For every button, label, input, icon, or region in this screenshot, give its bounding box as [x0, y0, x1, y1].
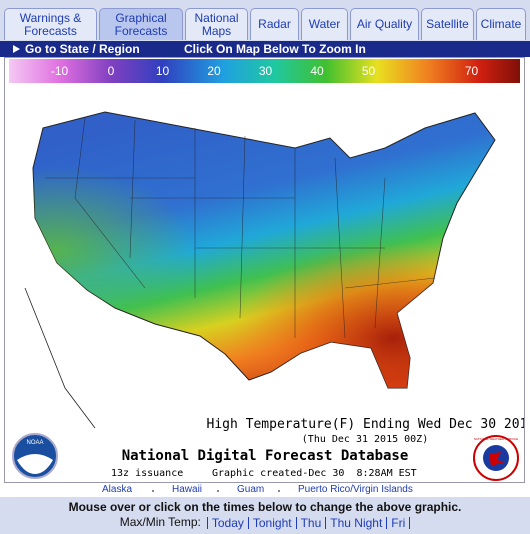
time-link[interactable]: Thu Night [326, 517, 388, 529]
issuance: 13z issuance [111, 468, 183, 479]
tab[interactable]: Warnings & Forecasts [4, 8, 97, 40]
database-name: National Digital Forecast Database [122, 448, 409, 464]
tab[interactable]: Satellite [421, 8, 474, 40]
region-link[interactable]: Hawaii [172, 484, 203, 495]
arrow-icon [13, 45, 20, 53]
region-link[interactable]: Guam [237, 484, 265, 495]
scale-label: 70 [465, 64, 479, 78]
zoom-hint: Click On Map Below To Zoom In [184, 42, 366, 56]
time-links: Max/Min Temp: Today Tonight Thu Thu Night Fri [0, 515, 530, 529]
separator-dot [278, 490, 280, 492]
time-label: Max/Min Temp: [119, 515, 201, 529]
created-time: Graphic created-Dec 30 8:28AM EST [212, 468, 417, 479]
tab[interactable]: Climate [476, 8, 526, 40]
region-links: Alaska Hawaii Guam Puerto Rico/Virgin Islan… [4, 483, 525, 497]
time-link[interactable]: Today [206, 517, 249, 529]
time-link[interactable]: Fri [387, 517, 411, 529]
noaa-logo-text: NOAA [26, 440, 43, 446]
map-utc: (Thu Dec 31 2015 00Z) [302, 434, 428, 445]
state-link[interactable]: Go to State / Region [25, 42, 140, 56]
noaa-logo: NOAA [12, 433, 58, 479]
instruction: Mouse over or click on the times below t… [68, 500, 462, 514]
nav-bar: Go to State / Region Click On Map Below … [0, 41, 530, 57]
scale-label: 30 [259, 64, 273, 78]
tab[interactable]: Radar [250, 8, 299, 40]
tab[interactable]: Graphical Forecasts [99, 8, 183, 40]
footer: Mouse over or click on the times below t… [0, 497, 530, 534]
scale-label: 10 [156, 64, 170, 78]
scale-label: 0 [108, 64, 115, 78]
time-link[interactable]: Thu [297, 517, 327, 529]
scale-label: 40 [310, 64, 324, 78]
separator-dot [152, 490, 154, 492]
tab-bar: Warnings & Forecasts Graphical Forecasts N… [0, 0, 530, 41]
tab[interactable]: Water [301, 8, 348, 40]
time-link[interactable]: Tonight [249, 517, 297, 529]
us-map [24, 111, 496, 429]
scale-label: -10 [51, 64, 69, 78]
nws-logo: NATIONAL WEATHER SERVICE [473, 435, 519, 481]
color-scale [9, 59, 520, 83]
scale-label: 20 [207, 64, 221, 78]
region-link[interactable]: Puerto Rico/Virgin Islands [298, 484, 413, 495]
map-title: High Temperature(F) Ending Wed Dec 30 20… [207, 417, 525, 432]
tab[interactable]: National Maps [185, 8, 248, 40]
map-panel: -10 0 10 20 30 40 50 70 High Temperature(F) End… [4, 57, 530, 483]
scale-label: 50 [362, 64, 376, 78]
region-link[interactable]: Alaska [102, 484, 133, 495]
nws-logo-text: NATIONAL WEATHER SERVICE [474, 437, 518, 441]
separator-dot [217, 490, 219, 492]
map-svg[interactable]: -10 0 10 20 30 40 50 70 High Temperature(F) End… [5, 58, 530, 482]
tab[interactable]: Air Quality [350, 8, 419, 40]
